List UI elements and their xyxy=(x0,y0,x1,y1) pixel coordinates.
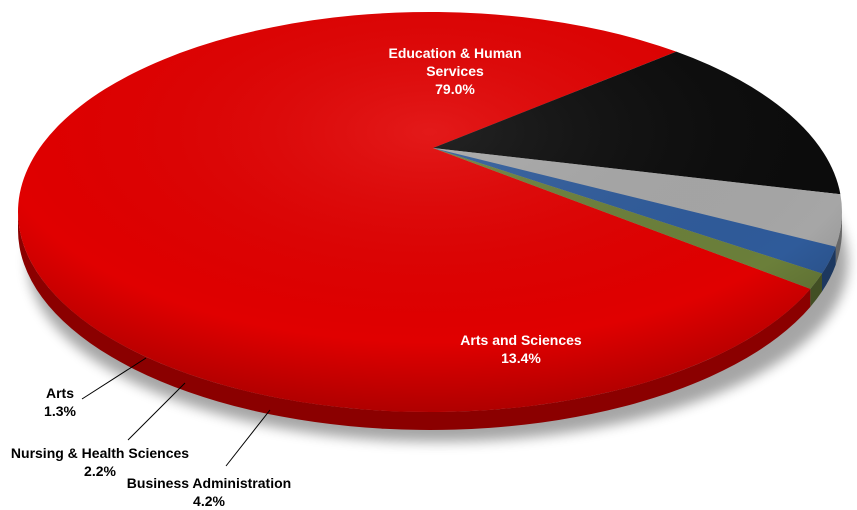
data-label-category-arts: Arts xyxy=(46,385,74,401)
data-label-value-education-and-human-services: 79.0% xyxy=(435,81,475,97)
data-label-value-arts: 1.3% xyxy=(44,403,76,419)
data-label-category-arts-and-sciences: Arts and Sciences xyxy=(460,332,582,348)
leader-line-nursing-and-health-sciences xyxy=(127,382,186,441)
data-label-value-business-administration: 4.2% xyxy=(193,493,225,509)
leader-line-business-administration xyxy=(225,409,271,467)
data-label-arts: Arts 1.3% xyxy=(44,385,76,419)
data-label-arts-and-sciences: Arts and Sciences 13.4% xyxy=(460,332,582,366)
data-label-category-education-and-human-services: Services xyxy=(426,63,484,79)
data-label-value-arts-and-sciences: 13.4% xyxy=(501,350,541,366)
data-label-category-education-and-human-services: Education & Human xyxy=(388,45,521,61)
data-label-business-administration: Business Administration 4.2% xyxy=(127,475,291,509)
data-label-nursing-and-health-sciences: Nursing & Health Sciences 2.2% xyxy=(11,445,189,479)
leader-line-arts xyxy=(81,357,147,400)
data-label-value-nursing-and-health-sciences: 2.2% xyxy=(84,463,116,479)
data-label-education-and-human-services: Education & Human Services 79.0% xyxy=(388,45,521,97)
data-label-category-nursing-and-health-sciences: Nursing & Health Sciences xyxy=(11,445,189,461)
data-label-category-business-administration: Business Administration xyxy=(127,475,291,491)
